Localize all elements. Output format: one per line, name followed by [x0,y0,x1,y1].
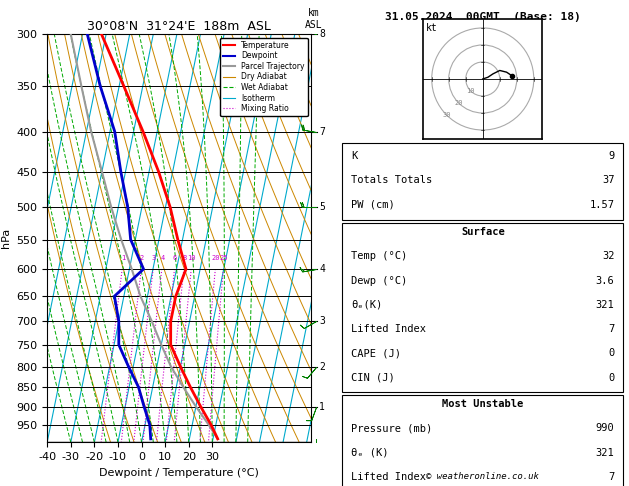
Text: 7: 7 [608,472,615,482]
Y-axis label: hPa: hPa [1,228,11,248]
Bar [342,143,623,220]
Text: Dewp (°C): Dewp (°C) [351,276,408,286]
Text: Totals Totals: Totals Totals [351,175,432,185]
Text: 9: 9 [608,151,615,161]
Text: 8: 8 [182,255,187,261]
Bar [342,395,623,486]
Text: 321: 321 [596,448,615,458]
Text: 2: 2 [319,362,325,372]
Text: θₑ (K): θₑ (K) [351,448,389,458]
Text: 5: 5 [319,202,325,212]
Text: 32: 32 [602,251,615,261]
Text: 3: 3 [319,316,325,326]
Bar [342,223,623,392]
Text: 31.05.2024  00GMT  (Base: 18): 31.05.2024 00GMT (Base: 18) [385,12,581,22]
Title: 30°08'N  31°24'E  188m  ASL: 30°08'N 31°24'E 188m ASL [87,20,271,33]
Text: 3.6: 3.6 [596,276,615,286]
Text: 6: 6 [173,255,177,261]
Text: 8: 8 [319,29,325,39]
Text: 1: 1 [121,255,125,261]
Text: 4: 4 [319,264,325,274]
Text: km
ASL: km ASL [304,8,323,30]
Text: CAPE (J): CAPE (J) [351,348,401,359]
Text: 321: 321 [596,300,615,310]
Text: 990: 990 [596,423,615,434]
Text: Lifted Index: Lifted Index [351,324,426,334]
Text: 20: 20 [454,100,463,106]
Text: Pressure (mb): Pressure (mb) [351,423,432,434]
Text: Most Unstable: Most Unstable [442,399,523,409]
Text: 20: 20 [211,255,220,261]
Text: 10: 10 [187,255,196,261]
Text: © weatheronline.co.uk: © weatheronline.co.uk [426,472,539,481]
Text: 1: 1 [319,401,325,412]
Text: θₑ(K): θₑ(K) [351,300,382,310]
Text: 0: 0 [608,373,615,383]
Text: kt: kt [426,23,437,33]
Text: 2: 2 [140,255,144,261]
Text: PW (cm): PW (cm) [351,199,395,209]
X-axis label: Dewpoint / Temperature (°C): Dewpoint / Temperature (°C) [99,468,259,478]
Text: 10: 10 [467,88,475,94]
Legend: Temperature, Dewpoint, Parcel Trajectory, Dry Adiabat, Wet Adiabat, Isotherm, Mi: Temperature, Dewpoint, Parcel Trajectory… [220,38,308,116]
Text: 37: 37 [602,175,615,185]
Text: K: K [351,151,357,161]
Text: Temp (°C): Temp (°C) [351,251,408,261]
Text: Surface: Surface [461,227,504,237]
Text: 3: 3 [152,255,156,261]
Text: 7: 7 [319,126,325,137]
Text: 0: 0 [608,348,615,359]
Text: Lifted Index: Lifted Index [351,472,426,482]
Text: 30: 30 [442,112,451,118]
Text: 1.57: 1.57 [589,199,615,209]
Text: 4: 4 [160,255,165,261]
Text: 7: 7 [608,324,615,334]
Text: CIN (J): CIN (J) [351,373,395,383]
Text: 25: 25 [220,255,228,261]
